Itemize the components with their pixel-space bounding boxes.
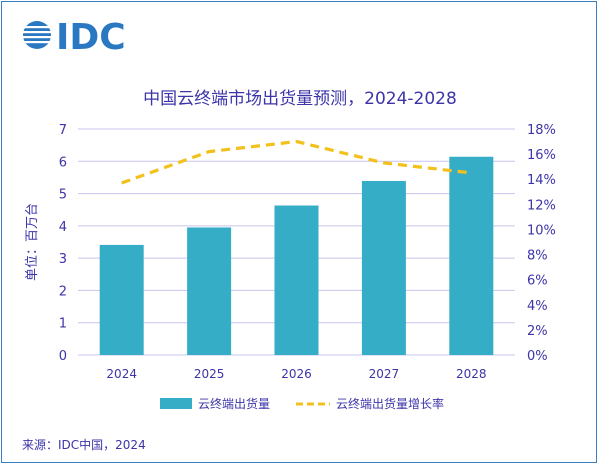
y2-tick-label: 0% <box>527 349 548 364</box>
y2-tick-label: 2% <box>527 324 548 339</box>
source-note: 来源：IDC中国，2024 <box>22 437 146 452</box>
y-axis-label: 单位：百万台 <box>25 203 40 281</box>
legend-bar-swatch <box>160 398 192 409</box>
idc-logo: IDC <box>21 17 126 58</box>
growth-rate-line <box>121 139 472 185</box>
y-tick-label: 4 <box>59 220 67 235</box>
chart-title: 中国云终端市场出货量预测，2024-2028 <box>143 89 457 109</box>
y2-tick-label: 6% <box>527 274 548 289</box>
y-tick-label: 6 <box>59 155 67 170</box>
x-tick-label: 2027 <box>369 367 400 381</box>
y2-tick-label: 8% <box>527 249 548 264</box>
y2-tick-label: 18% <box>527 123 556 138</box>
y-tick-label: 1 <box>59 317 67 332</box>
x-tick-label: 2026 <box>281 367 312 381</box>
bar-2024 <box>99 244 144 355</box>
y2-tick-label: 16% <box>527 148 556 163</box>
y-tick-label: 3 <box>59 252 67 267</box>
x-tick-label: 2028 <box>456 367 487 381</box>
y-tick-label: 2 <box>59 284 67 299</box>
bar-2025 <box>187 227 232 355</box>
x-tick-label: 2025 <box>194 367 225 381</box>
bar-2028 <box>449 156 494 355</box>
y-tick-label: 7 <box>59 123 67 138</box>
y-tick-label: 5 <box>59 188 67 203</box>
bar-2026 <box>274 205 319 355</box>
y2-tick-label: 14% <box>527 173 556 188</box>
y2-tick-label: 10% <box>527 223 556 238</box>
legend-line-label: 云终端出货量增长率 <box>336 396 444 411</box>
y2-tick-label: 12% <box>527 198 556 213</box>
globe-icon <box>23 21 51 49</box>
x-tick-label: 2024 <box>106 367 137 381</box>
legend: 云终端出货量 云终端出货量增长率 <box>160 396 444 411</box>
logo-text: IDC <box>56 17 126 58</box>
legend-bar-label: 云终端出货量 <box>198 396 270 411</box>
y2-tick-label: 4% <box>527 299 548 314</box>
bar-2027 <box>361 180 406 355</box>
y-tick-label: 0 <box>59 349 67 364</box>
